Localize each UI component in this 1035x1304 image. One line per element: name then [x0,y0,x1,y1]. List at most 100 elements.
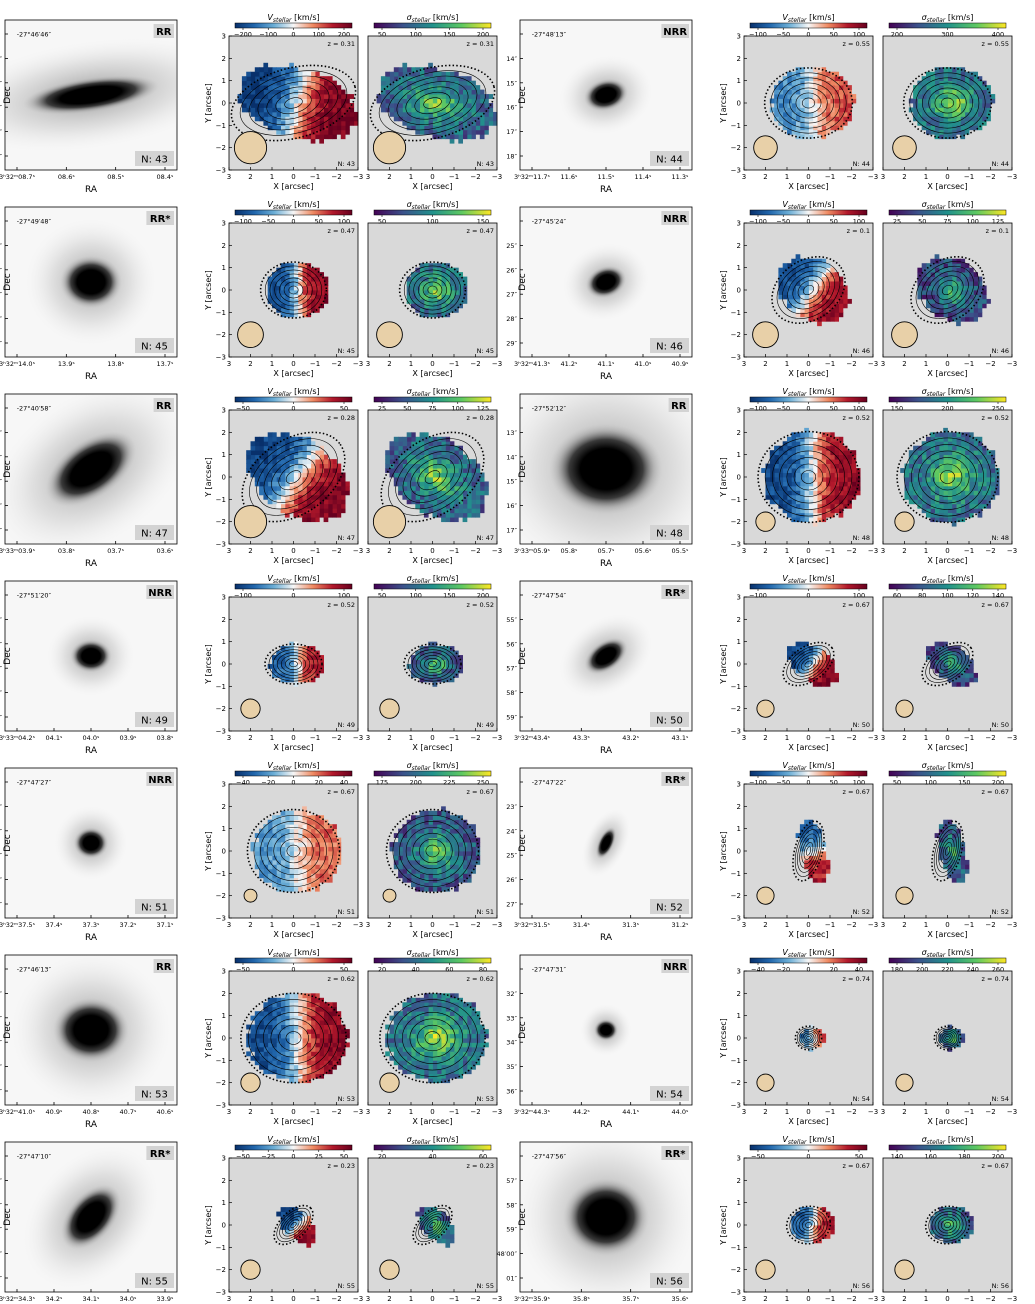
map-pixel [415,441,420,447]
map-pixel [423,472,429,478]
map-pixel [951,490,957,496]
flux-contour [408,269,457,311]
map-pixel [960,441,966,447]
map-pixel [423,107,429,113]
map-pixel [315,85,320,90]
y-tick-label: −2 [731,518,741,526]
map-pixel [834,116,839,122]
map-pixel [402,436,408,442]
redshift-label: z = 0.55 [982,40,1009,48]
map-pixel [479,494,485,500]
map-id-label: N: 50 [992,721,1009,729]
map-pixel [445,441,451,447]
map-pixel [254,436,260,442]
map-pixel [432,459,438,464]
flux-contour [274,273,313,307]
map-pixel [964,664,970,669]
map-pixel [964,316,970,322]
map-pixel [795,485,801,491]
map-pixel [411,659,416,665]
redshift-label: z = 0.28 [328,414,355,422]
map-pixel [821,258,827,264]
map-pixel [969,468,974,473]
x-axis-label: X [arcsec] [788,369,828,378]
map-pixel [930,454,935,460]
map-pixel [795,441,801,447]
x-tick-label: 1 [409,360,413,368]
map-pixel [419,463,425,469]
map-pixel [284,307,290,313]
map-pixel [938,134,944,140]
map-pixel [466,111,472,117]
y-axis-label: Y [arcsec] [204,457,213,498]
map-pixel [774,89,779,95]
map-id-label: N: 45 [477,347,494,355]
map-pixel [938,436,944,442]
map-pixel [284,824,290,830]
map-pixel [436,494,442,500]
map-pixel [795,94,801,99]
map-pixel [449,508,455,514]
map-pixel [436,477,442,482]
map-pixel [947,298,953,304]
map-pixel [479,490,485,496]
map-pixel [259,107,264,113]
map-pixel [943,481,948,487]
map-pixel [934,445,940,451]
map-pixel [319,125,324,131]
map-pixel [938,641,944,647]
map-pixel [838,98,844,104]
map-pixel [289,886,294,892]
map-pixel [930,71,935,77]
map-pixel [795,276,801,282]
map-pixel [293,454,299,460]
map-pixel [821,94,827,99]
map-pixel [830,490,835,496]
map-pixel [276,129,281,135]
map-pixel [471,80,476,86]
map-pixel [812,664,818,669]
map-pixel [423,71,429,77]
x-tick-label: 1 [924,734,928,742]
class-label-box [146,772,174,786]
x-tick-label: −2 [331,360,341,368]
map-pixel [293,441,299,447]
map-pixel [336,107,342,113]
map-pixel [956,485,961,491]
map-pixel [306,842,312,847]
map-pixel [436,436,442,442]
map-pixel [276,668,281,674]
map-pixel [449,80,455,86]
map-pixel [280,508,286,514]
map-pixel [436,94,442,99]
map-pixel [484,125,489,131]
colorbar-tick-label: 100 [853,405,865,413]
map-pixel [293,94,299,99]
map-pixel [272,499,277,505]
map-pixel [319,851,324,856]
map-pixel [938,303,944,309]
map-pixel [297,855,303,861]
map-pixel [943,98,948,104]
map-pixel [402,490,408,496]
map-pixel [423,67,429,73]
map-pixel [323,98,329,104]
map-pixel [799,650,805,656]
map-pixel [454,668,459,674]
map-pixel [471,499,476,505]
map-pixel [774,499,779,505]
colorbar-tick-label: −200 [234,31,252,39]
map-pixel [817,463,822,469]
map-pixel [951,677,957,683]
map-pixel [458,94,463,99]
x-tick-label: −1 [310,921,320,929]
map-pixel [250,459,256,464]
map-pixel [787,298,792,304]
map-pixel [479,94,485,99]
velocity-colorbar-title: Vstellar [km/s] [782,200,834,211]
map-pixel [272,76,277,82]
flux-contour [387,75,478,131]
map-pixel [938,650,944,656]
map-pixel [787,129,792,135]
map-pixel [926,463,931,469]
